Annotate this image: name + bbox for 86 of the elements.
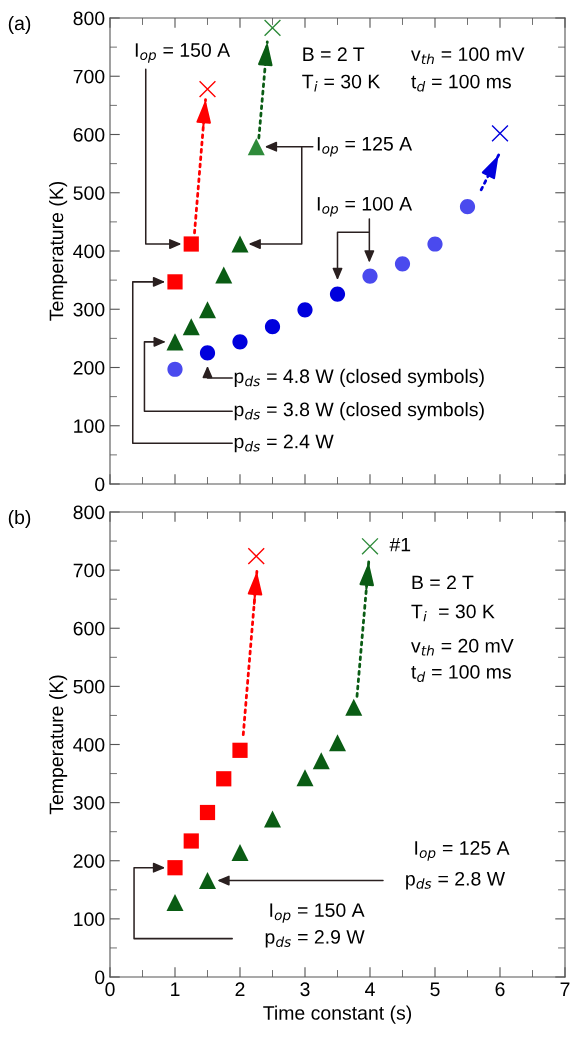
point: [247, 138, 265, 156]
annotation: p$_{ds}$ = 2.9 W: [265, 930, 365, 948]
y-tick-label: 500: [73, 679, 105, 694]
y-axis-title: Temperature (K): [49, 181, 68, 321]
point: [263, 810, 282, 828]
point: [231, 235, 249, 253]
point: [199, 804, 216, 821]
y-tick-label: 300: [73, 302, 105, 317]
point: [167, 860, 183, 876]
text: (b): [8, 509, 31, 529]
annotation: T$_{i}$ = 30 K: [302, 74, 381, 92]
x-tick-label: 3: [300, 982, 310, 997]
point: [182, 318, 200, 336]
point: [166, 333, 184, 351]
annotation: p$_{ds}$ = 2.8 W: [406, 871, 506, 890]
annotation: t$_{d}$ = 100 ms: [411, 665, 511, 682]
y-tick-label: 0: [95, 970, 105, 985]
point: [312, 752, 330, 770]
y-tick-label: 600: [73, 127, 105, 142]
annotation: p$_{ds}$ = 3.8 W (closed symbols): [234, 402, 484, 421]
annotation: I$_{op}$ = 150 A: [135, 43, 231, 63]
x-tick-label: 0: [105, 982, 115, 997]
x-tick-label: 2: [235, 982, 245, 996]
y-tick-label: 200: [73, 360, 105, 375]
point: [198, 80, 217, 98]
point: [345, 698, 363, 716]
y-tick-label: 700: [73, 69, 105, 84]
annotation: p$_{ds}$ = 2.4 W: [234, 434, 334, 453]
annotation: v$_{th}$ = 20 mV: [411, 638, 514, 656]
point: [328, 734, 347, 752]
point: [296, 769, 314, 787]
point: [362, 268, 378, 284]
x-axis-title: Time constant (s): [263, 1005, 412, 1024]
y-tick-label: 200: [73, 854, 105, 868]
point: [329, 286, 346, 302]
annotation: B = 2 T: [303, 47, 365, 61]
y-tick-label: 100: [74, 419, 105, 433]
point: [297, 302, 313, 318]
annotation: t$_{d}$ = 100 ms: [411, 74, 511, 92]
point: [232, 742, 248, 758]
y-tick-label: 600: [73, 621, 105, 636]
annotation: v$_{th}$ = 100 mV: [411, 47, 525, 65]
text: (a): [8, 15, 31, 35]
x-tick-label: 4: [365, 982, 375, 996]
annotation: p$_{ds}$ = 4.8 W (closed symbols): [234, 368, 484, 387]
point: [394, 256, 411, 272]
annotation: T$_{i}$ = 30 K: [411, 604, 495, 622]
annotation: #1: [389, 537, 411, 552]
y-tick-label: 800: [73, 505, 105, 520]
y-tick-label: 0: [95, 477, 105, 492]
annotation: I$_{op}$ = 125 A: [317, 136, 413, 157]
point: [247, 547, 265, 565]
x-tick-label: 5: [430, 982, 440, 997]
point: [361, 537, 379, 555]
y-tick-label: 700: [73, 563, 105, 578]
annotation: B = 2 T: [412, 575, 474, 590]
annotation: I$_{op}$ = 150 A: [270, 903, 365, 923]
point: [183, 236, 199, 252]
point: [183, 833, 199, 849]
point: [459, 199, 476, 215]
point: [198, 301, 217, 319]
x-tick-label: 1: [171, 982, 180, 996]
point: [491, 124, 509, 142]
point: [232, 334, 248, 350]
y-tick-label: 400: [73, 737, 105, 752]
x-tick-label: 6: [495, 982, 505, 997]
annotation: I$_{op}$ = 100 A: [317, 196, 413, 217]
y-axis-title: Temperature (K): [49, 675, 68, 815]
point: [215, 266, 233, 284]
point: [166, 894, 184, 912]
y-tick-label: 100: [74, 912, 105, 927]
y-tick-label: 500: [73, 186, 105, 200]
point: [199, 345, 216, 361]
point: [167, 361, 183, 377]
point: [263, 19, 282, 37]
y-tick-label: 400: [73, 244, 105, 259]
y-tick-label: 800: [73, 11, 105, 26]
y-tick-label: 300: [73, 796, 105, 810]
point: [198, 872, 217, 890]
point: [167, 274, 183, 290]
point: [264, 319, 281, 335]
x-tick-label: 7: [560, 982, 570, 996]
point: [231, 844, 249, 862]
point: [216, 771, 232, 787]
point: [427, 236, 443, 252]
annotation: I$_{op}$ = 125 A: [415, 841, 510, 861]
